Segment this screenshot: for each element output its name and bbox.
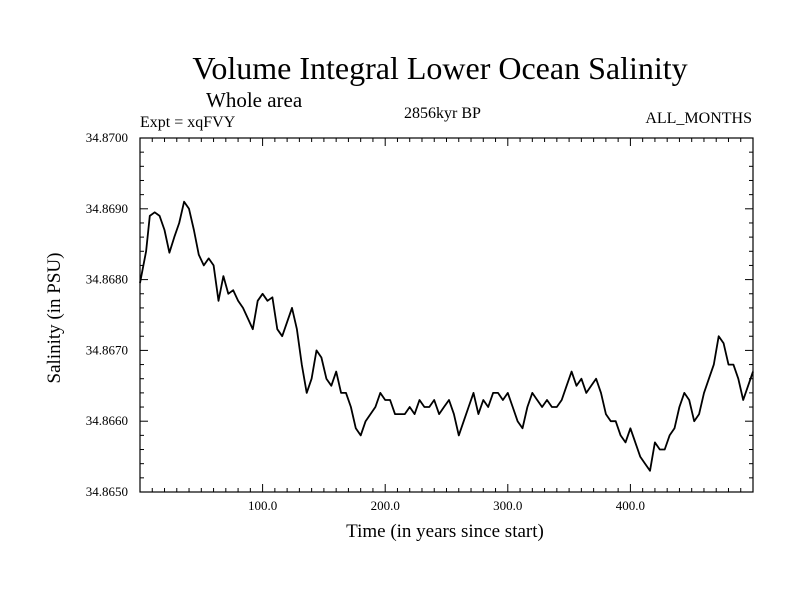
y-tick-label: 34.8650	[86, 484, 128, 499]
salinity-series-line	[139, 200, 754, 472]
x-tick-label: 300.0	[493, 498, 522, 513]
y-tick-label: 34.8670	[86, 342, 128, 357]
y-tick-label: 34.8660	[86, 413, 128, 428]
y-tick-label: 34.8690	[86, 201, 128, 216]
plot-frame	[139, 137, 754, 493]
x-axis-label: Time (in years since start)	[346, 521, 544, 542]
y-tick-label: 34.8700	[86, 130, 128, 145]
chart-subtitle: Whole area	[206, 88, 303, 112]
months-label: ALL_MONTHS	[645, 110, 752, 127]
period-label: 2856kyr BP	[404, 105, 481, 122]
experiment-label: Expt = xqFVY	[140, 114, 236, 131]
x-tick-label: 100.0	[248, 498, 277, 513]
chart-title: Volume Integral Lower Ocean Salinity	[192, 50, 688, 86]
x-tick-label: 200.0	[371, 498, 400, 513]
x-tick-label: 400.0	[616, 498, 645, 513]
y-tick-label: 34.8680	[86, 272, 128, 287]
